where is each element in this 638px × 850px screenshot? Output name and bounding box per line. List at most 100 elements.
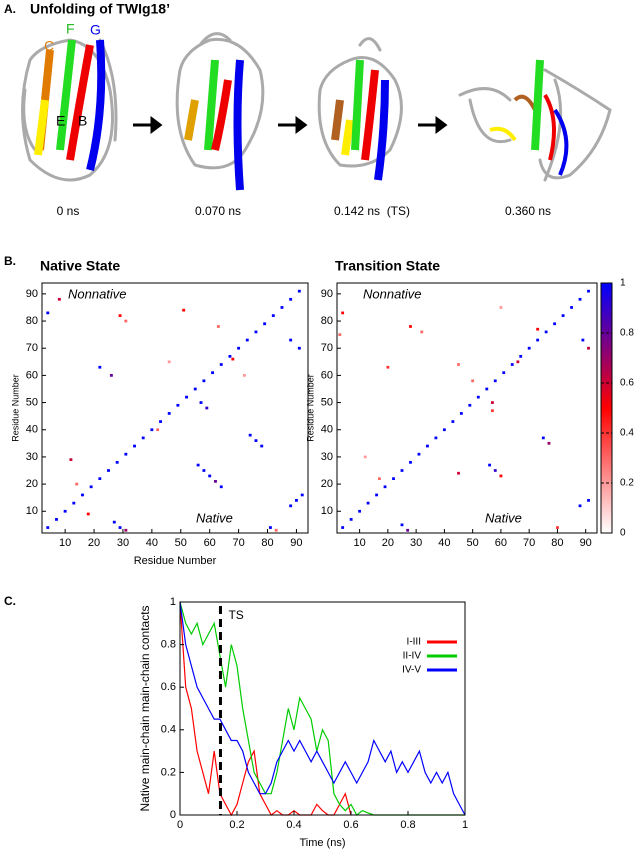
contact xyxy=(124,319,128,323)
x-tick-label: 80 xyxy=(261,537,273,549)
strand xyxy=(489,126,517,142)
contact xyxy=(150,428,154,432)
contact xyxy=(499,306,503,309)
x-axis-label: Residue Number xyxy=(134,555,217,567)
contact xyxy=(196,463,200,467)
y-tick-label: 60 xyxy=(321,369,333,381)
x-tick-label: 90 xyxy=(580,537,592,549)
y-axis-label: Residue Number xyxy=(10,374,20,442)
series-line xyxy=(179,601,465,816)
strand-label: E xyxy=(56,113,65,129)
strand-label: C xyxy=(44,38,54,54)
contact xyxy=(581,338,585,342)
contact xyxy=(493,379,497,383)
panel-title: Unfolding of TWIg18’ xyxy=(30,1,170,17)
contact xyxy=(118,526,122,529)
contact xyxy=(400,469,404,472)
contact xyxy=(587,289,590,293)
strand xyxy=(184,99,199,141)
y-tick-label: 0.2 xyxy=(161,766,176,778)
x-tick-label: 70 xyxy=(523,537,535,549)
contact xyxy=(491,409,494,413)
colorbar-label: 0.4 xyxy=(620,428,634,439)
ribbon xyxy=(175,32,265,170)
arrow-head xyxy=(150,116,163,134)
contact xyxy=(578,297,582,301)
contact xyxy=(541,436,545,440)
contact xyxy=(141,436,145,440)
ribbon xyxy=(458,68,612,182)
contact xyxy=(366,501,370,505)
legend-label: IV-V xyxy=(402,665,421,676)
contact xyxy=(451,420,455,423)
contact xyxy=(86,512,90,516)
strand xyxy=(553,108,569,176)
contact xyxy=(375,493,378,497)
strand xyxy=(233,59,244,191)
contact xyxy=(216,325,220,328)
time-label: 0 ns xyxy=(57,204,80,218)
strand xyxy=(34,99,49,156)
time-label: 0.360 ns xyxy=(505,204,551,218)
contact xyxy=(570,306,573,309)
contact xyxy=(268,526,272,529)
x-tick-label: 0.2 xyxy=(229,819,244,831)
ribbon xyxy=(317,37,403,168)
plot-frame xyxy=(336,282,598,534)
contact xyxy=(248,433,252,437)
contact xyxy=(561,314,565,317)
contact xyxy=(75,482,79,486)
contact xyxy=(556,526,559,529)
contact xyxy=(208,474,212,478)
y-tick-label: 90 xyxy=(321,288,333,300)
contact xyxy=(228,355,232,358)
arrow-head xyxy=(435,116,448,134)
strand xyxy=(66,44,94,161)
y-tick-label: 20 xyxy=(321,478,333,490)
colorbar-label: 1 xyxy=(620,278,626,289)
arrows xyxy=(133,116,448,134)
contact xyxy=(46,526,50,529)
y-tick-label: 1 xyxy=(170,596,176,608)
x-tick-label: 20 xyxy=(382,537,394,549)
contact xyxy=(417,452,421,456)
contact xyxy=(72,501,76,505)
contact xyxy=(587,346,590,350)
contact xyxy=(242,374,246,377)
y-tick-label: 80 xyxy=(321,315,333,327)
y-tick-label: 0.8 xyxy=(161,639,176,651)
contact xyxy=(442,428,446,432)
contact xyxy=(98,477,102,481)
strand xyxy=(211,79,232,151)
y-tick-label: 0.6 xyxy=(161,681,176,693)
contact xyxy=(274,528,278,532)
arrow-head xyxy=(295,116,308,134)
contact xyxy=(349,518,353,521)
contact xyxy=(214,480,217,483)
contact xyxy=(527,346,531,350)
x-axis-label: Time (ns) xyxy=(299,837,345,849)
x-tick-label: 30 xyxy=(117,537,129,549)
contact xyxy=(289,504,293,508)
x-tick-label: 0.6 xyxy=(343,819,358,831)
x-tick-label: 60 xyxy=(495,537,507,549)
x-tick-label: 70 xyxy=(232,537,244,549)
y-tick-label: 70 xyxy=(26,342,38,354)
strand xyxy=(341,119,354,156)
colorbar-label: 0.6 xyxy=(620,378,634,389)
contact xyxy=(519,355,523,358)
contact xyxy=(202,469,206,472)
annotation: Native xyxy=(485,510,522,525)
x-tick-label: 50 xyxy=(175,537,187,549)
contact xyxy=(107,469,110,472)
contact xyxy=(193,387,197,391)
x-tick-label: 80 xyxy=(551,537,563,549)
contact xyxy=(98,365,102,369)
contact xyxy=(211,371,215,375)
y-tick-label: 70 xyxy=(321,342,333,354)
contact xyxy=(383,485,387,489)
time-label: 0.142 ns (TS) xyxy=(334,204,410,218)
contact xyxy=(553,322,557,326)
contact xyxy=(488,463,492,467)
